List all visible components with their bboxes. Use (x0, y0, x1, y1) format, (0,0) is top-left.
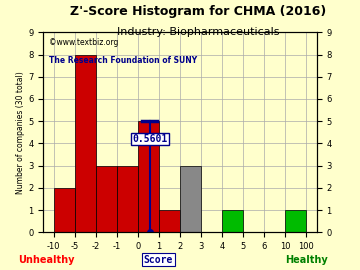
Bar (138, 121, 159, 232)
Bar (222, 210, 243, 232)
Bar (54, 188, 75, 232)
Bar (75, 55, 96, 232)
Text: The Research Foundation of SUNY: The Research Foundation of SUNY (49, 56, 197, 65)
Bar (117, 166, 138, 232)
Text: Healthy: Healthy (285, 255, 327, 265)
Text: Score: Score (144, 255, 173, 265)
Text: Z'-Score Histogram for CHMA (2016): Z'-Score Histogram for CHMA (2016) (70, 5, 326, 18)
Bar (96, 166, 117, 232)
Bar (180, 166, 201, 232)
Bar (159, 210, 180, 232)
Bar (285, 210, 306, 232)
Text: Industry: Biopharmaceuticals: Industry: Biopharmaceuticals (117, 27, 279, 37)
Y-axis label: Number of companies (30 total): Number of companies (30 total) (16, 71, 25, 194)
Text: Unhealthy: Unhealthy (19, 255, 75, 265)
Text: ©www.textbiz.org: ©www.textbiz.org (49, 38, 118, 48)
Text: 0.5601: 0.5601 (132, 134, 167, 144)
